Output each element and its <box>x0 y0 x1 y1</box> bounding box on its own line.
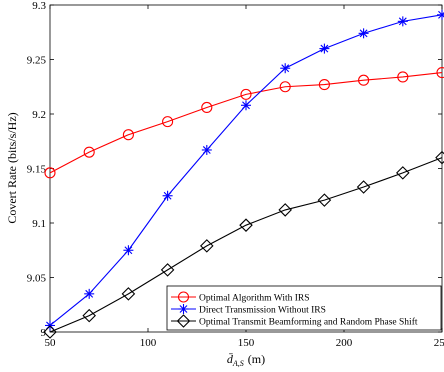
legend-box <box>166 285 442 331</box>
data-point-2 <box>84 288 95 299</box>
data-point-2 <box>437 9 444 20</box>
data-point-2 <box>123 245 134 256</box>
data-point-1 <box>358 74 370 86</box>
data-point-2 <box>241 100 251 111</box>
data-point-3 <box>82 308 96 323</box>
x-axis-label-main: d̄ <box>227 352 234 366</box>
data-point-1 <box>397 71 409 83</box>
data-point-1 <box>83 146 95 158</box>
axis-ticks: 50 100 150 200 250 9 9.05 9.1 9.15 9.2 9.25 9.3 <box>27 0 444 349</box>
data-point-2 <box>201 144 212 155</box>
y-tick-label: 9.2 <box>32 109 46 121</box>
y-tick-label: 9 <box>41 327 47 339</box>
legend-label: Direct Transmission Without IRS <box>199 306 326 316</box>
legend-marker <box>176 314 191 328</box>
x-axis-label-sub: A,S <box>232 359 244 368</box>
data-point-2 <box>358 28 369 39</box>
y-tick-label: 9.05 <box>27 273 47 285</box>
y-axis-label: Covert Rate (bits/s/Hz) <box>5 112 19 223</box>
data-point-3 <box>43 325 57 339</box>
data-point-3 <box>356 180 371 194</box>
x-tick-label: 100 <box>140 337 157 349</box>
legend: Optimal Algorithm With IRS Direct Transmi… <box>166 285 442 331</box>
legend-label: Optimal Algorithm With IRS <box>199 294 310 304</box>
data-point-2 <box>397 16 408 27</box>
data-point-1 <box>240 88 252 100</box>
series-line-3 <box>49 157 443 333</box>
data-point-2 <box>280 63 291 74</box>
legend-label: Optimal Transmit Beamforming and Random … <box>199 317 418 328</box>
data-point-2 <box>162 190 173 201</box>
data-point-3 <box>200 239 214 253</box>
data-point-3 <box>160 263 175 277</box>
data-point-3 <box>278 203 292 217</box>
data-point-3 <box>396 166 410 180</box>
data-point-1 <box>201 101 213 114</box>
legend-marker <box>178 304 189 314</box>
data-point-3 <box>239 218 253 232</box>
data-point-1 <box>436 67 444 79</box>
data-point-3 <box>121 287 136 301</box>
plot-area <box>49 4 443 333</box>
data-point-1 <box>162 116 174 128</box>
y-tick-label: 9.15 <box>27 164 47 176</box>
y-tick-label: 9.1 <box>32 218 46 230</box>
data-point-1 <box>318 79 330 91</box>
data-point-3 <box>317 193 332 207</box>
data-point-1 <box>279 81 291 93</box>
x-tick-label: 150 <box>238 337 255 349</box>
x-tick-label: 250 <box>434 337 444 349</box>
x-tick-label: 200 <box>336 337 353 349</box>
x-tick-label: 50 <box>45 337 57 349</box>
legend-marker <box>177 291 190 303</box>
y-tick-label: 9.25 <box>27 55 47 67</box>
data-point-1 <box>44 167 56 179</box>
data-point-3 <box>435 150 444 165</box>
x-axis-label-unit: (m) <box>248 352 265 366</box>
series-line-1 <box>49 72 443 174</box>
data-point-2 <box>319 43 330 54</box>
x-axis-label: d̄A,S (m) <box>227 352 265 368</box>
y-tick-label: 9.3 <box>32 0 46 12</box>
series-layer <box>43 9 444 339</box>
data-point-1 <box>122 129 134 141</box>
